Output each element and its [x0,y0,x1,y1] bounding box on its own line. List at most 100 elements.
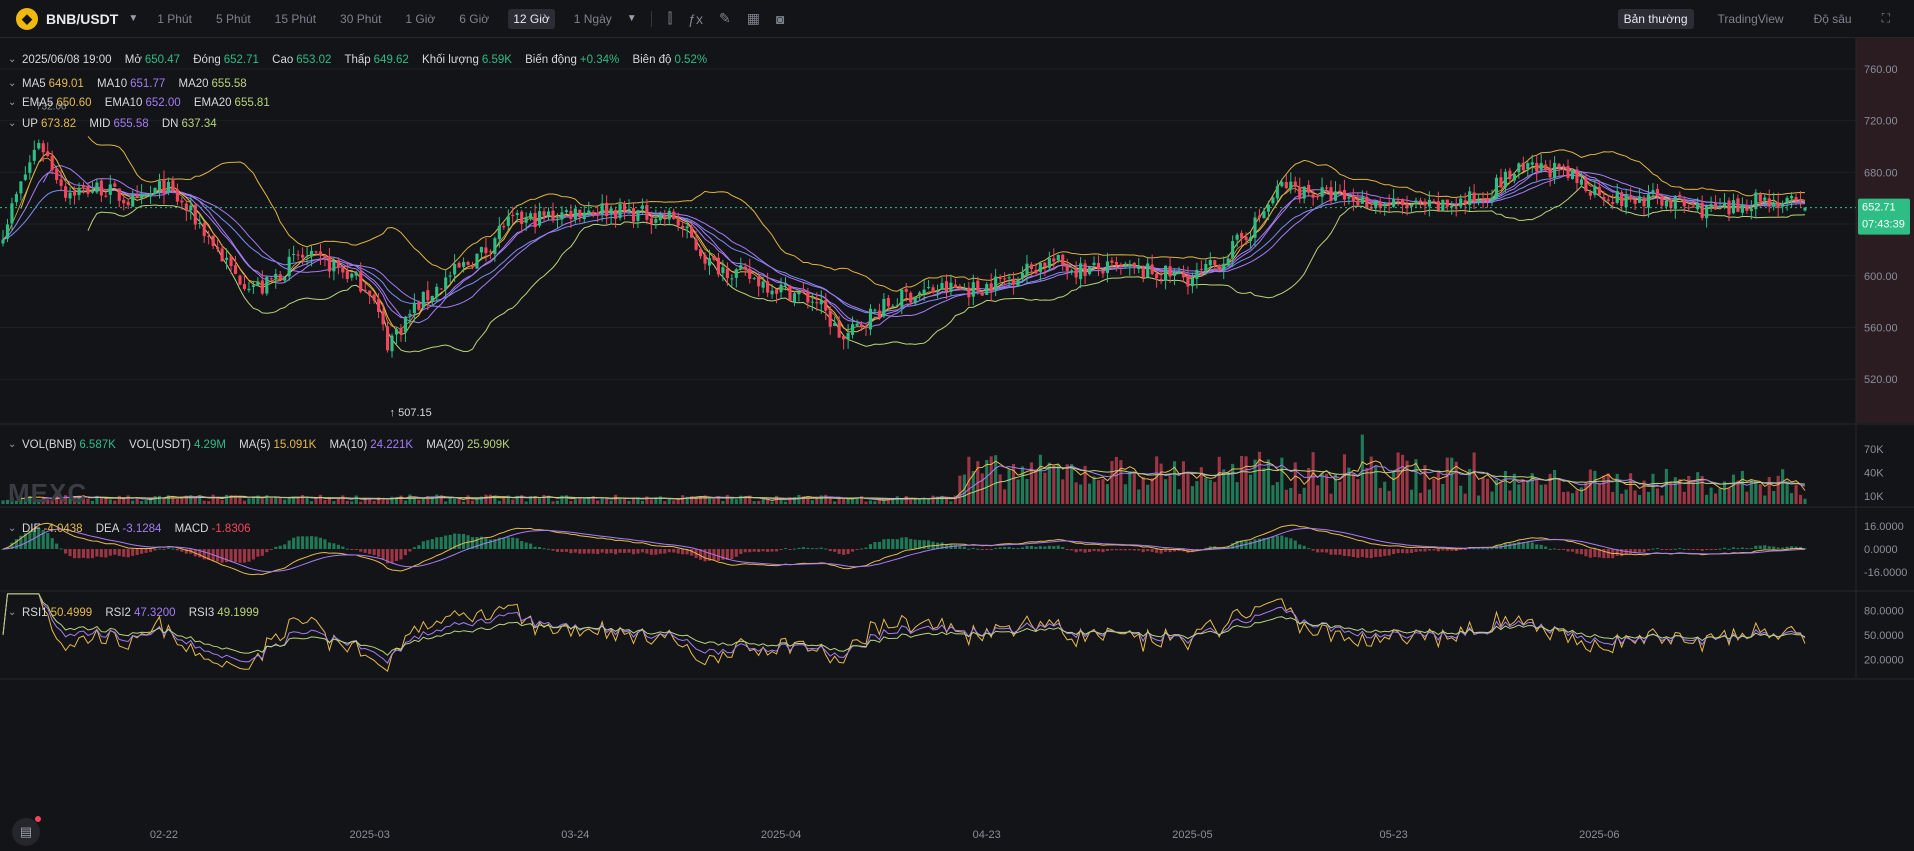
candle-body [730,278,734,280]
macd-bar [806,547,810,549]
macd-bar [113,549,117,555]
macd-bar [309,536,314,549]
volume-bar [1705,494,1709,504]
candle-body [1190,278,1194,287]
macd-bar [1745,548,1749,550]
macd-bar [533,546,537,549]
fullscreen-icon[interactable]: ⛶ [1881,11,1890,25]
candle-type-icon[interactable]: ⫿ [667,10,673,26]
tf-1m[interactable]: 1 Phút [157,11,192,26]
candle-body [28,162,32,173]
volume-bar [824,494,828,504]
tf-6h[interactable]: 6 Giờ [459,11,490,26]
draw-pencil-icon[interactable]: ✎ [718,10,731,26]
macd-bar [1034,546,1038,549]
macd-bar [792,548,797,550]
macd-bar [1324,549,1329,553]
candle-body [1114,261,1118,265]
macd-bar [1316,549,1320,553]
volume-bar [833,501,837,504]
tab-tradingview[interactable]: TradingView [1717,11,1784,26]
chart-area[interactable]: 760.00720.00680.00640.00600.00560.00520.… [0,38,1914,846]
candle-body [627,209,631,211]
collapse-icon[interactable]: ⌄ [8,97,17,108]
candle-body [269,278,273,280]
macd-bar [1517,541,1521,549]
candle-body [1164,265,1168,281]
macd-bar [1722,547,1727,549]
candle-body [90,190,94,193]
volume-bar [739,495,743,504]
macd-bar [86,549,90,559]
volume-bar [350,501,354,504]
collapse-icon[interactable]: ⌄ [8,523,17,534]
volume-bar [663,501,667,504]
tf-more-chevron-icon[interactable]: ▼ [626,13,637,24]
camera-icon[interactable]: ◙ [775,10,785,27]
candle-body [605,202,609,217]
layout-grid-icon[interactable]: ▦ [746,10,760,26]
macd-bar [1463,549,1467,550]
candle-body [1020,272,1025,279]
volume-bar [1427,489,1431,504]
tf-12h[interactable]: 12 Giờ [508,8,555,29]
tf-15m[interactable]: 15 Phút [274,11,317,26]
layout-toggle-icon[interactable]: ▤ [12,818,40,846]
volume-bar [1709,487,1713,504]
collapse-icon[interactable]: ⌄ [8,54,17,65]
volume-bar [1003,489,1007,504]
macd-bar [1736,548,1740,550]
macd-bar [837,549,841,554]
volume-bar [1083,465,1087,504]
indicator-fx-icon[interactable]: ƒx [688,10,703,27]
volume-bar [1714,493,1718,504]
tf-30m[interactable]: 30 Phút [340,11,382,26]
macd-bar [1159,549,1163,554]
macd-bar [1472,548,1476,550]
candle-body [1499,177,1503,188]
collapse-icon[interactable]: ⌄ [8,439,17,450]
volume-bar [815,497,819,504]
chevron-down-icon[interactable]: ▼ [128,13,139,24]
candle-body [448,275,452,277]
volume-bar [819,495,823,504]
macd-bar [502,537,506,549]
volume-bar [493,495,497,504]
collapse-icon[interactable]: ⌄ [8,118,17,129]
macd-bar [1727,548,1731,550]
candle-body [1011,279,1016,285]
tab-basic[interactable]: Bản thường [1617,8,1694,29]
volume-bar [1772,491,1776,504]
macd-bar [426,540,430,549]
candle-body [725,268,729,279]
macd-bar [833,549,837,552]
macd-bar [1101,549,1105,553]
candle-body [734,269,738,278]
candle-body [238,275,242,285]
macd-bar [1633,549,1637,554]
macd-bar [1025,545,1029,549]
tf-1h[interactable]: 1 Giờ [405,11,436,26]
macd-bar [28,531,32,549]
tf-1d[interactable]: 1 Ngày [573,11,612,26]
candle-body [207,235,211,237]
macd-bar [32,528,36,549]
volume-bar [220,500,224,504]
macd-bar [37,527,41,549]
candle-body [77,187,81,196]
tf-5m[interactable]: 5 Phút [215,11,251,26]
macd-bar [457,533,461,549]
macd-bar [1696,549,1700,550]
candle-body [721,267,725,274]
pair-selector[interactable]: BNB/USDT [46,10,119,27]
candle-body [1579,179,1583,185]
macd-bar [180,549,184,552]
chart-svg[interactable]: 760.00720.00680.00640.00600.00560.00520.… [0,38,1914,846]
tab-depth[interactable]: Độ sâu [1813,11,1852,26]
macd-bar [971,547,975,549]
macd-bar [667,549,671,553]
volume-bar [1758,484,1762,504]
collapse-icon[interactable]: ⌄ [8,607,17,618]
collapse-icon[interactable]: ⌄ [8,78,17,89]
candle-body [1637,196,1642,203]
